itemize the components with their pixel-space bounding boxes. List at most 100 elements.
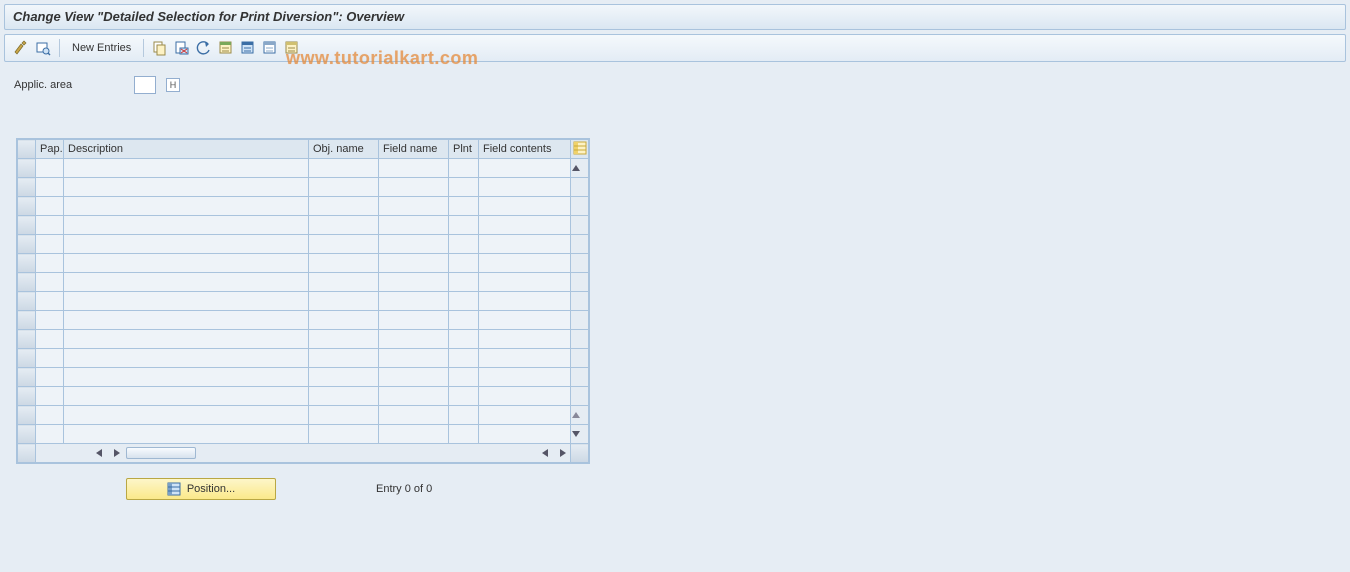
table-row[interactable] bbox=[18, 235, 589, 254]
row-selector[interactable] bbox=[18, 311, 36, 330]
change-display-toggle-icon[interactable] bbox=[11, 38, 31, 58]
grid-cell[interactable] bbox=[379, 292, 449, 311]
table-row[interactable] bbox=[18, 425, 589, 444]
grid-cell[interactable] bbox=[309, 235, 379, 254]
vertical-scrollbar-track[interactable] bbox=[571, 159, 589, 178]
grid-cell[interactable] bbox=[449, 178, 479, 197]
vertical-scrollbar-track[interactable] bbox=[571, 292, 589, 311]
grid-cell[interactable] bbox=[479, 425, 571, 444]
row-selector[interactable] bbox=[18, 254, 36, 273]
grid-cell[interactable] bbox=[36, 311, 64, 330]
grid-cell[interactable] bbox=[379, 216, 449, 235]
grid-cell[interactable] bbox=[36, 197, 64, 216]
grid-cell[interactable] bbox=[309, 159, 379, 178]
position-button[interactable]: Position... bbox=[126, 478, 276, 500]
grid-cell[interactable] bbox=[64, 292, 309, 311]
grid-cell[interactable] bbox=[36, 330, 64, 349]
grid-cell[interactable] bbox=[479, 292, 571, 311]
grid-cell[interactable] bbox=[449, 216, 479, 235]
grid-cell[interactable] bbox=[479, 368, 571, 387]
grid-cell[interactable] bbox=[479, 235, 571, 254]
grid-cell[interactable] bbox=[479, 178, 571, 197]
grid-cell[interactable] bbox=[379, 330, 449, 349]
grid-cell[interactable] bbox=[36, 349, 64, 368]
grid-cell[interactable] bbox=[379, 425, 449, 444]
grid-cell[interactable] bbox=[379, 235, 449, 254]
grid-cell[interactable] bbox=[309, 197, 379, 216]
grid-cell[interactable] bbox=[64, 425, 309, 444]
grid-cell[interactable] bbox=[379, 159, 449, 178]
table-row[interactable] bbox=[18, 406, 589, 425]
grid-cell[interactable] bbox=[36, 273, 64, 292]
vertical-scrollbar-track[interactable] bbox=[571, 235, 589, 254]
grid-cell[interactable] bbox=[379, 387, 449, 406]
grid-cell[interactable] bbox=[449, 254, 479, 273]
row-selector[interactable] bbox=[18, 406, 36, 425]
col-header-field-contents[interactable]: Field contents bbox=[479, 140, 571, 159]
scroll-left-end-icon[interactable] bbox=[538, 445, 554, 461]
grid-cell[interactable] bbox=[64, 273, 309, 292]
select-block-icon[interactable] bbox=[238, 38, 258, 58]
grid-cell[interactable] bbox=[309, 254, 379, 273]
col-header-obj-name[interactable]: Obj. name bbox=[309, 140, 379, 159]
row-selector[interactable] bbox=[18, 292, 36, 311]
grid-cell[interactable] bbox=[64, 406, 309, 425]
grid-cell[interactable] bbox=[64, 178, 309, 197]
grid-cell[interactable] bbox=[449, 368, 479, 387]
scroll-up-icon[interactable] bbox=[571, 163, 581, 173]
grid-cell[interactable] bbox=[309, 292, 379, 311]
vertical-scrollbar-track[interactable] bbox=[571, 387, 589, 406]
grid-cell[interactable] bbox=[379, 254, 449, 273]
table-row[interactable] bbox=[18, 254, 589, 273]
table-row[interactable] bbox=[18, 387, 589, 406]
other-view-icon[interactable] bbox=[33, 38, 53, 58]
row-selector[interactable] bbox=[18, 159, 36, 178]
vertical-scrollbar-track[interactable] bbox=[571, 425, 589, 444]
grid-cell[interactable] bbox=[379, 368, 449, 387]
row-selector[interactable] bbox=[18, 330, 36, 349]
grid-cell[interactable] bbox=[309, 178, 379, 197]
grid-cell[interactable] bbox=[479, 254, 571, 273]
grid-cell[interactable] bbox=[449, 425, 479, 444]
grid-settings-button[interactable] bbox=[571, 140, 589, 159]
grid-cell[interactable] bbox=[309, 368, 379, 387]
grid-cell[interactable] bbox=[64, 330, 309, 349]
table-row[interactable] bbox=[18, 330, 589, 349]
scroll-down-icon[interactable] bbox=[571, 429, 581, 439]
grid-cell[interactable] bbox=[479, 387, 571, 406]
grid-cell[interactable] bbox=[36, 178, 64, 197]
row-selector[interactable] bbox=[18, 349, 36, 368]
scroll-left-icon[interactable] bbox=[92, 445, 108, 461]
grid-cell[interactable] bbox=[64, 235, 309, 254]
grid-cell[interactable] bbox=[36, 235, 64, 254]
vertical-scrollbar-track[interactable] bbox=[571, 254, 589, 273]
table-row[interactable] bbox=[18, 216, 589, 235]
row-selector[interactable] bbox=[18, 197, 36, 216]
grid-cell[interactable] bbox=[479, 349, 571, 368]
vertical-scrollbar-track[interactable] bbox=[571, 178, 589, 197]
vertical-scrollbar-track[interactable] bbox=[571, 216, 589, 235]
grid-cell[interactable] bbox=[449, 273, 479, 292]
grid-cell[interactable] bbox=[449, 292, 479, 311]
row-selector[interactable] bbox=[18, 235, 36, 254]
grid-cell[interactable] bbox=[449, 330, 479, 349]
grid-cell[interactable] bbox=[309, 311, 379, 330]
scroll-right-icon[interactable] bbox=[108, 445, 124, 461]
hscroll-thumb[interactable] bbox=[126, 447, 196, 459]
grid-cell[interactable] bbox=[36, 254, 64, 273]
grid-cell[interactable] bbox=[379, 273, 449, 292]
grid-cell[interactable] bbox=[479, 159, 571, 178]
grid-cell[interactable] bbox=[309, 425, 379, 444]
grid-cell[interactable] bbox=[64, 216, 309, 235]
grid-cell[interactable] bbox=[309, 387, 379, 406]
grid-cell[interactable] bbox=[379, 178, 449, 197]
grid-cell[interactable] bbox=[449, 159, 479, 178]
applic-area-help-button[interactable]: H bbox=[166, 78, 180, 92]
grid-cell[interactable] bbox=[64, 311, 309, 330]
table-row[interactable] bbox=[18, 311, 589, 330]
delete-icon[interactable] bbox=[172, 38, 192, 58]
grid-cell[interactable] bbox=[449, 349, 479, 368]
print-icon[interactable] bbox=[282, 38, 302, 58]
table-row[interactable] bbox=[18, 273, 589, 292]
grid-cell[interactable] bbox=[309, 349, 379, 368]
